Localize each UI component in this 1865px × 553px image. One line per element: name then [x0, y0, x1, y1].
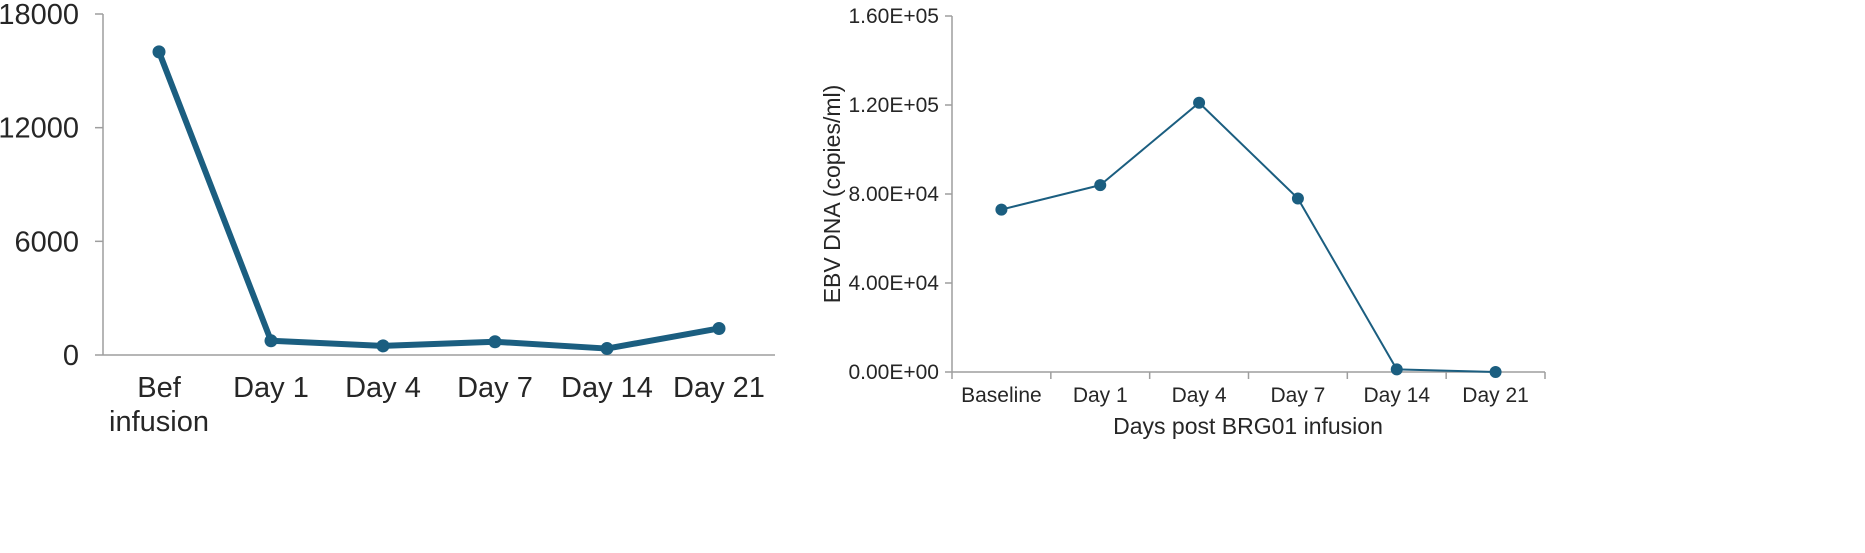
right-data-point — [1291, 192, 1304, 205]
right-x-axis-label: Days post BRG01 infusion — [1113, 413, 1383, 439]
right-x-tick-label: Baseline — [961, 384, 1042, 407]
left-y-tick-label: 0 — [63, 340, 79, 372]
left-y-ticks: 0 6000 12000 18000 — [0, 0, 103, 372]
right-y-axis-label: EBV DNA (copies/ml) — [819, 85, 845, 304]
left-data-point — [488, 335, 502, 349]
left-series-line — [156, 48, 722, 352]
right-y-tick-label: 1.20E+05 — [848, 94, 939, 117]
left-x-tick-label: Day 4 — [345, 372, 421, 404]
left-data-point — [376, 339, 390, 353]
right-series — [995, 96, 1502, 378]
right-data-point — [995, 203, 1008, 216]
right-y-tick-label: 4.00E+04 — [848, 272, 939, 295]
left-data-point — [712, 321, 726, 335]
right-data-point — [1193, 96, 1206, 109]
right-data-point — [1094, 179, 1107, 192]
right-y-tick-label: 0.00E+00 — [848, 361, 939, 384]
left-x-tick-label: Day 1 — [233, 372, 309, 404]
right-y-ticks: 0.00E+00 4.00E+04 8.00E+04 1.20E+05 1.60E+05 — [848, 5, 952, 384]
left-y-tick-label: 18000 — [0, 0, 79, 31]
left-data-point — [264, 334, 278, 348]
right-data-point — [1390, 363, 1403, 376]
right-x-tick-label: Day 7 — [1270, 384, 1325, 407]
right-data-point — [1489, 366, 1502, 378]
chart-left: 0 6000 12000 18000 Bef infusion Day 1 Day 4 Day… — [0, 0, 775, 438]
left-y-tick-label: 12000 — [0, 113, 79, 145]
left-x-tick-label: Bef infusion — [109, 372, 209, 438]
chart-right: 0.00E+00 4.00E+04 8.00E+04 1.20E+05 1.60E+05… — [819, 5, 1546, 439]
left-x-tick-label: Day 7 — [457, 372, 533, 404]
left-y-tick-label: 6000 — [14, 226, 79, 258]
right-x-tick-label: Day 4 — [1172, 384, 1227, 407]
left-x-tick-label: Day 21 — [673, 372, 765, 404]
left-x-tick-label: Day 14 — [561, 372, 653, 404]
left-x-ticks: Bef infusion Day 1 Day 4 Day 7 Day 14 Day 21 — [109, 372, 765, 438]
right-x-tick-label: Day 14 — [1363, 384, 1430, 407]
right-series-line — [1000, 101, 1497, 373]
left-data-point — [600, 342, 614, 356]
right-y-tick-label: 8.00E+04 — [848, 183, 939, 206]
left-series — [152, 45, 726, 356]
left-data-point — [152, 45, 166, 59]
right-x-tick-label: Day 21 — [1462, 384, 1529, 407]
right-x-ticks: Baseline Day 1 Day 4 Day 7 Day 14 Day 21 — [951, 372, 1546, 407]
right-y-tick-label: 1.60E+05 — [848, 5, 939, 28]
right-x-tick-label: Day 1 — [1073, 384, 1128, 407]
